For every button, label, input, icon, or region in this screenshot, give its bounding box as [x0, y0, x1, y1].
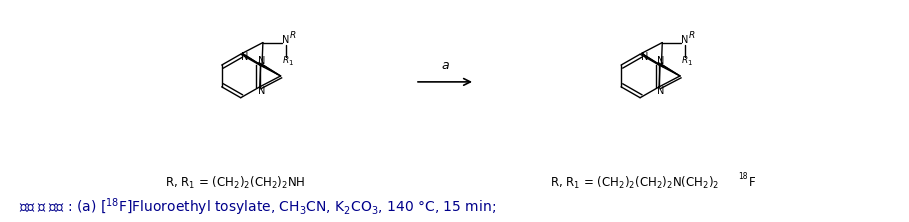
- Text: N: N: [241, 52, 249, 62]
- Text: a: a: [441, 59, 449, 71]
- Text: N: N: [282, 35, 289, 45]
- Text: R: R: [289, 31, 295, 40]
- Text: 1: 1: [288, 60, 293, 66]
- Text: N: N: [258, 56, 265, 66]
- Text: N: N: [657, 86, 664, 96]
- Text: N: N: [258, 86, 265, 96]
- Text: R, R$_1$ = (CH$_2$)$_2$(CH$_2$)$_2$NH: R, R$_1$ = (CH$_2$)$_2$(CH$_2$)$_2$NH: [165, 175, 305, 191]
- Text: 18: 18: [738, 172, 747, 181]
- Text: F: F: [749, 176, 756, 189]
- Text: R: R: [689, 31, 695, 40]
- Text: 시약 및 조건 : (a) [$^{18}$F]Fluoroethyl tosylate, CH$_3$CN, K$_2$CO$_3$, 140 °C, 15 : 시약 및 조건 : (a) [$^{18}$F]Fluoroethyl tosy…: [19, 197, 495, 218]
- Text: R: R: [682, 56, 688, 65]
- Text: N: N: [681, 35, 689, 45]
- Text: R: R: [283, 56, 289, 65]
- Text: N: N: [641, 52, 648, 62]
- Text: R, R$_1$ = (CH$_2$)$_2$(CH$_2$)$_2$N(CH$_2$)$_2$: R, R$_1$ = (CH$_2$)$_2$(CH$_2$)$_2$N(CH$…: [550, 175, 719, 191]
- Text: N: N: [657, 56, 664, 66]
- Text: 1: 1: [688, 60, 692, 66]
